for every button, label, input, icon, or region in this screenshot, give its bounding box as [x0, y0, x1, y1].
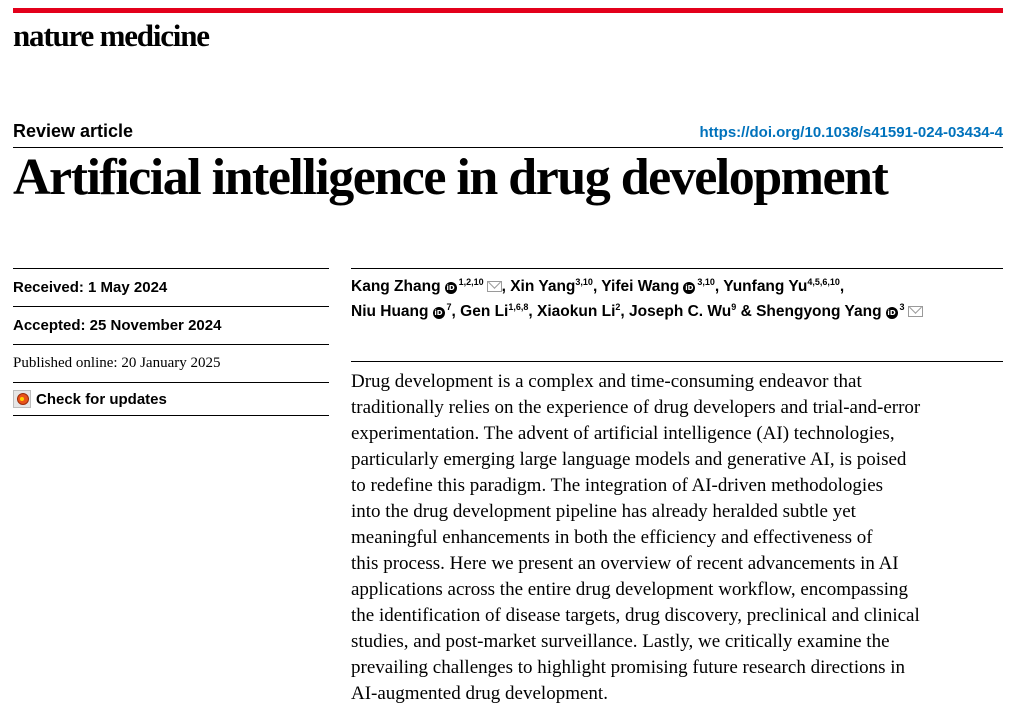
accepted-date: Accepted: 25 November 2024: [13, 317, 222, 334]
abstract-line: to redefine this paradigm. The integrati…: [351, 475, 884, 496]
publication-history: Received: 1 May 2024 Accepted: 25 Novemb…: [13, 268, 329, 416]
abstract-line: Drug development is a complex and time-c…: [351, 371, 862, 392]
published-date: Published online: 20 January 2025: [13, 355, 221, 371]
history-divider: [13, 344, 329, 345]
author[interactable]: Xin Yang3,10: [510, 277, 593, 296]
doi-link[interactable]: https://doi.org/10.1038/s41591-024-03434…: [699, 124, 1004, 141]
abstract-line: into the drug development pipeline has a…: [351, 501, 856, 522]
received-date: Received: 1 May 2024: [13, 279, 168, 296]
abstract-divider: [351, 361, 1003, 362]
orcid-icon[interactable]: iD: [444, 282, 457, 294]
author[interactable]: Yunfang Yu4,5,6,10: [723, 277, 840, 296]
abstract-line: experimentation. The advent of artificia…: [351, 423, 895, 444]
author[interactable]: Gen Li1,6,8: [460, 302, 529, 321]
history-divider: [13, 306, 329, 307]
history-divider: [13, 268, 329, 269]
author[interactable]: Niu Huang iD7: [351, 302, 452, 321]
crossmark-icon: [13, 390, 31, 408]
abstract-line: this process. Here we present an overvie…: [351, 553, 899, 574]
author[interactable]: Kang Zhang iD1,2,10: [351, 278, 502, 295]
mail-icon[interactable]: [907, 306, 923, 317]
history-divider: [13, 415, 329, 416]
abstract-line: meaningful enhancements in both the effi…: [351, 527, 873, 548]
authors-divider: [351, 268, 1003, 269]
article-type: Review article: [13, 121, 134, 141]
author[interactable]: Xiaokun Li2: [537, 302, 621, 321]
article-title: Artificial intelligence in drug developm…: [13, 149, 889, 206]
abstract: Drug development is a complex and time-c…: [351, 369, 1003, 707]
abstract-line: studies, and post-market surveillance. L…: [351, 631, 890, 652]
orcid-icon[interactable]: iD: [432, 307, 445, 319]
author-line: Kang Zhang iD1,2,10, Xin Yang3,10, Yifei …: [351, 277, 845, 296]
check-for-updates-label: Check for updates: [36, 390, 167, 408]
history-divider: [13, 382, 329, 383]
orcid-icon[interactable]: iD: [683, 282, 696, 294]
author-list: Kang Zhang iD1,2,10, Xin Yang3,10, Yifei …: [351, 274, 1003, 324]
orcid-icon[interactable]: iD: [885, 307, 898, 319]
abstract-line: the identification of disease targets, d…: [351, 605, 920, 626]
abstract-line: prevailing challenges to highlight promi…: [351, 657, 906, 678]
abstract-line: applications across the entire drug deve…: [351, 579, 909, 600]
journal-name: nature medicine: [13, 18, 210, 53]
mail-icon[interactable]: [486, 281, 502, 292]
author-line: Niu Huang iD7, Gen Li1,6,8, Xiaokun Li2, …: [351, 299, 1003, 324]
top-accent-bar: [13, 8, 1003, 13]
abstract-line: particularly emerging large language mod…: [351, 449, 907, 470]
check-for-updates-button[interactable]: Check for updates: [13, 383, 329, 415]
abstract-line: traditionally relies on the experience o…: [351, 397, 921, 418]
title-divider: [13, 147, 1003, 148]
abstract-line: AI-augmented drug development.: [351, 683, 608, 704]
author[interactable]: Joseph C. Wu9: [629, 302, 737, 321]
author[interactable]: Shengyong Yang iD3: [756, 303, 923, 320]
author[interactable]: Yifei Wang iD3,10: [601, 277, 715, 296]
